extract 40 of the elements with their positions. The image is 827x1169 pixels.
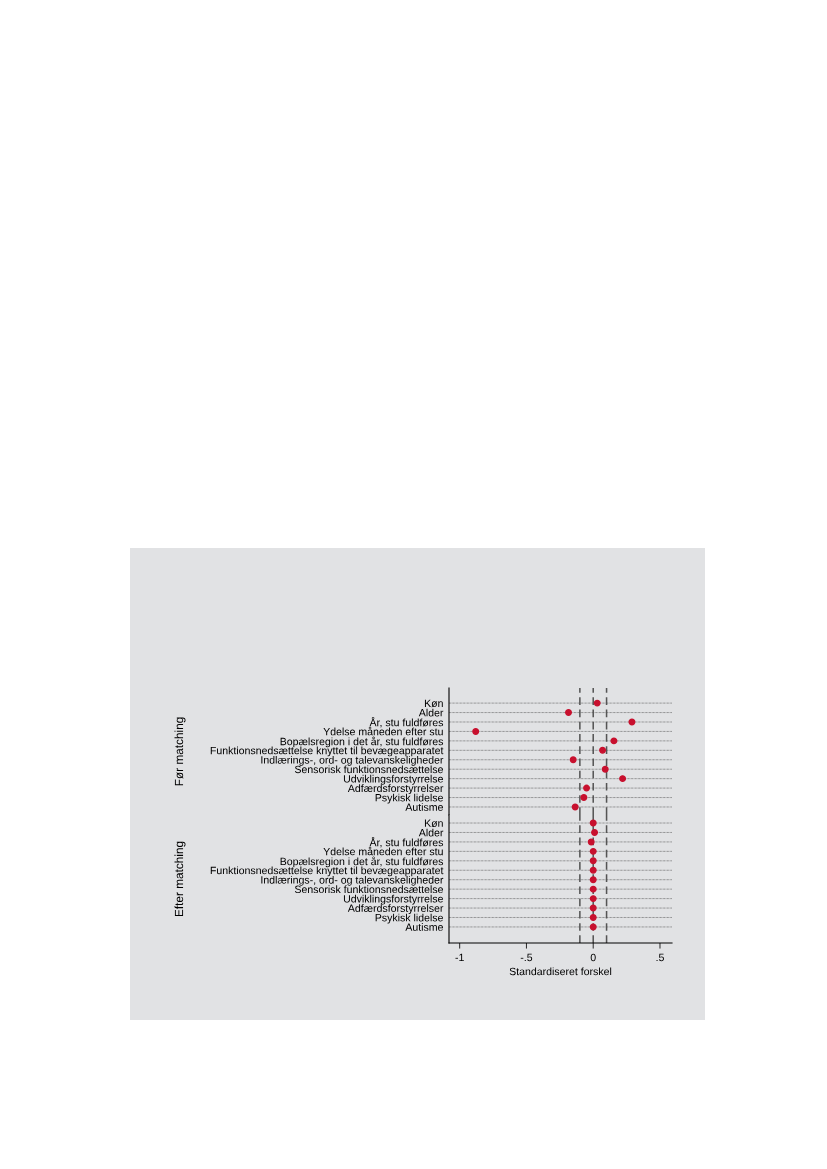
y-tick-label: Køn: [424, 699, 443, 708]
y-tick-label: Sensorisk funktionsnedsættelse: [294, 885, 443, 894]
y-tick-label: Ydelse måneden efter stu: [323, 726, 443, 736]
point: [565, 709, 572, 717]
y-tick-label: Autisme: [405, 803, 443, 811]
y-tick-label: Psykisk lidelse: [375, 913, 443, 924]
point: [619, 775, 627, 783]
y-tick-label: Funktionsnedsættelse knyttet til bevægeapparatet: [210, 746, 444, 757]
y-tick-label: Udviklingsforstyrrelse: [343, 774, 443, 785]
y-tick-label: Adfærdsforstyrrelser: [347, 904, 444, 915]
y-tick-label: Autisme: [405, 923, 443, 931]
x-tick-label: .5: [656, 953, 664, 962]
y-tick-label: Sensorisk funktionsnedsættelse: [294, 765, 443, 774]
point: [569, 756, 577, 764]
y-tick-label: År, stu fuldføres: [369, 836, 444, 848]
x-tick-label: -1: [455, 953, 464, 962]
y-tick-label: Udviklingsforstyrrelse: [343, 894, 443, 905]
y-tick-label: Indlærings-, ord- og talevanskeligheder: [261, 875, 444, 886]
y-tick-label: År, stu fuldføres: [369, 716, 444, 728]
y-axis-title: Før matching: [174, 717, 186, 786]
point: [571, 803, 579, 811]
point: [580, 794, 588, 802]
y-tick-label: Køn: [424, 819, 443, 828]
y-tick-label: Alder: [418, 708, 444, 717]
point: [593, 699, 601, 707]
point: [599, 746, 607, 754]
x-tick-label: -.5: [520, 953, 533, 962]
x-axis-title: Standardiseret forskel: [509, 967, 612, 976]
y-tick-label: Alder: [418, 828, 444, 837]
point: [583, 784, 591, 792]
point: [601, 765, 609, 773]
point: [472, 727, 480, 735]
y-tick-label: Ydelse måneden efter stu: [323, 846, 443, 856]
y-tick-label: Adfærdsforstyrrelser: [347, 784, 444, 795]
y-tick-label: Psykisk lidelse: [375, 793, 443, 804]
point: [610, 737, 618, 745]
y-tick-label: Funktionsnedsættelse knyttet til bevægeapparatet: [210, 866, 444, 877]
x-tick-label: 0: [590, 953, 596, 962]
y-tick-label: Indlærings-, ord- og talevanskeligheder: [261, 755, 444, 766]
y-axis-title: Efter matching: [174, 841, 186, 917]
